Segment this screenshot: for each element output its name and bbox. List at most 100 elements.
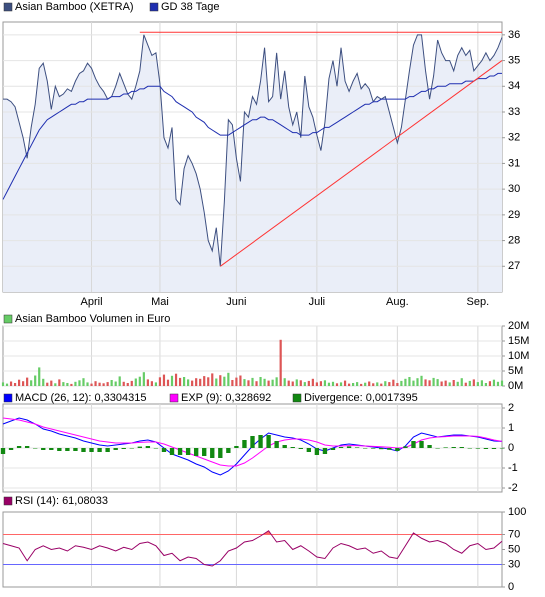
bar	[166, 379, 170, 386]
bar	[416, 378, 419, 386]
plot-frame	[2, 511, 503, 588]
bar	[408, 377, 411, 386]
bar	[275, 377, 278, 386]
series-line	[3, 34, 503, 267]
bar	[356, 382, 359, 386]
bar	[219, 375, 222, 386]
bar	[436, 379, 439, 386]
bar	[352, 383, 355, 386]
y-tick-label: 34	[508, 80, 520, 92]
series-line	[2, 72, 502, 200]
bar	[400, 380, 403, 386]
bar	[266, 435, 271, 448]
bar	[1, 382, 5, 386]
bar	[90, 383, 93, 386]
series-line	[2, 530, 503, 567]
bar	[364, 382, 367, 386]
y-tick-label: 0	[508, 581, 514, 593]
bar	[419, 441, 424, 448]
bar	[250, 436, 255, 448]
bar	[451, 447, 456, 448]
bar	[427, 445, 432, 448]
bar	[322, 448, 328, 454]
bar	[388, 382, 391, 386]
bar	[467, 448, 472, 449]
bar	[191, 380, 194, 386]
bar	[424, 379, 427, 386]
bar	[154, 382, 158, 386]
legend-label: EXP (9): 0,328692	[181, 392, 271, 404]
bar	[38, 367, 41, 386]
bar	[307, 380, 310, 386]
bar	[73, 448, 78, 451]
y-tick-label: -1	[508, 462, 518, 474]
bar	[291, 381, 294, 386]
bar	[26, 377, 29, 386]
bar	[218, 448, 223, 458]
y-tick-label: 36	[508, 29, 520, 41]
y-tick-label: 5M	[508, 365, 523, 377]
bar	[182, 377, 186, 386]
bar	[174, 373, 178, 386]
bar	[384, 381, 387, 386]
bar	[17, 379, 21, 386]
bar	[203, 376, 206, 386]
bar	[323, 380, 327, 386]
trend-line	[220, 60, 503, 267]
y-tick-label: 32	[508, 132, 520, 144]
bar	[492, 379, 496, 386]
y-tick-label: 33	[508, 106, 520, 118]
bar	[484, 383, 488, 386]
bar	[86, 382, 89, 386]
bar	[339, 382, 343, 386]
y-tick-label: 50	[508, 543, 520, 555]
y-tick-label: 30	[508, 558, 520, 570]
bar	[347, 383, 351, 386]
bar	[435, 448, 440, 449]
bar	[259, 377, 262, 386]
legend-label: Asian Bamboo (XETRA)	[15, 1, 134, 13]
bar	[331, 381, 335, 386]
bar	[500, 380, 504, 386]
y-tick-label: 1	[508, 422, 514, 434]
bar	[472, 379, 475, 386]
bar	[444, 380, 447, 386]
bar	[404, 378, 407, 386]
legend-swatch	[292, 393, 302, 403]
bar	[251, 377, 254, 386]
bar	[16, 446, 22, 448]
bar	[150, 381, 153, 386]
bar	[215, 378, 218, 386]
bar	[315, 382, 318, 386]
bar	[41, 448, 46, 450]
bar	[314, 448, 320, 455]
bar	[279, 339, 282, 386]
bar	[360, 383, 363, 386]
bar	[476, 382, 479, 386]
bar	[70, 383, 73, 386]
bar	[428, 380, 431, 386]
legend-label: GD 38 Tage	[161, 1, 220, 13]
bar	[392, 379, 395, 386]
y-tick-label: 28	[508, 234, 520, 246]
bar	[460, 378, 463, 386]
bar	[452, 380, 455, 386]
bar	[5, 383, 9, 386]
y-tick-label: 0	[508, 442, 514, 454]
bar	[66, 383, 69, 386]
legend-swatch	[169, 393, 179, 403]
legend-swatch	[3, 2, 13, 12]
bar	[299, 380, 302, 386]
legend-swatch	[3, 393, 13, 403]
bar	[226, 448, 231, 453]
bar	[255, 381, 258, 386]
bar	[113, 448, 118, 450]
bar	[368, 381, 371, 386]
x-tick-label: Aug.	[386, 296, 409, 308]
bar	[122, 381, 125, 386]
bar	[319, 381, 323, 386]
bar	[420, 375, 423, 386]
series-line	[2, 417, 503, 467]
bar	[13, 383, 17, 386]
bar	[354, 447, 360, 448]
